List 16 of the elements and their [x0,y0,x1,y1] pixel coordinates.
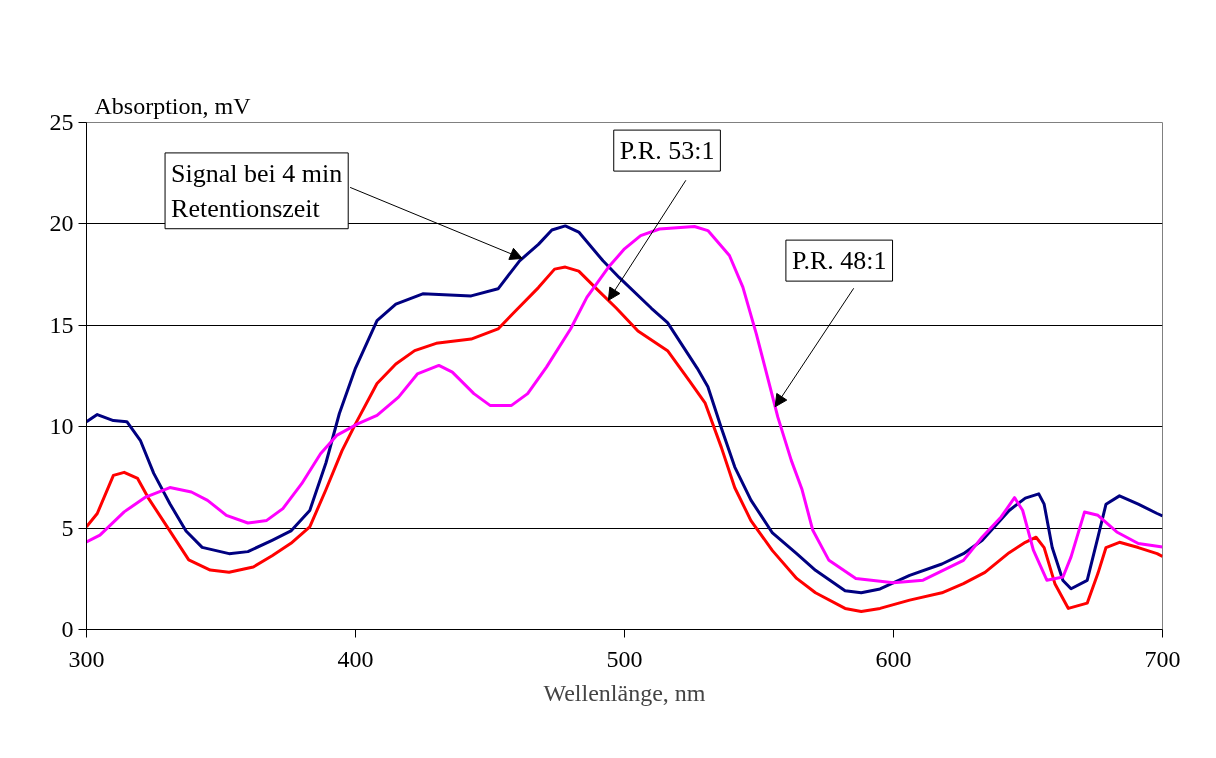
y-tick-label: 5 [61,514,74,541]
x-tick-label: 300 [68,645,105,672]
y-tick-label: 15 [49,311,74,338]
series-label: P.R. 48:1 [791,246,887,276]
y-tick-label: 0 [61,616,74,642]
y-tick-label: 10 [49,413,74,440]
x-tick-label: 700 [1144,645,1181,672]
x-axis-title: Wellenlänge, nm [543,679,706,706]
y-tick-label: 25 [49,109,74,135]
x-tick-label: 400 [337,645,374,672]
y-axis-title: Absorption, mV [94,92,252,119]
text: P.R. 53:1 [619,136,715,166]
text: Signal bei 4 min Retentionszeit [171,158,343,223]
x-tick-label: 500 [606,645,643,672]
x-tick-label: 600 [875,645,912,672]
y-tick-label: 20 [49,210,74,237]
